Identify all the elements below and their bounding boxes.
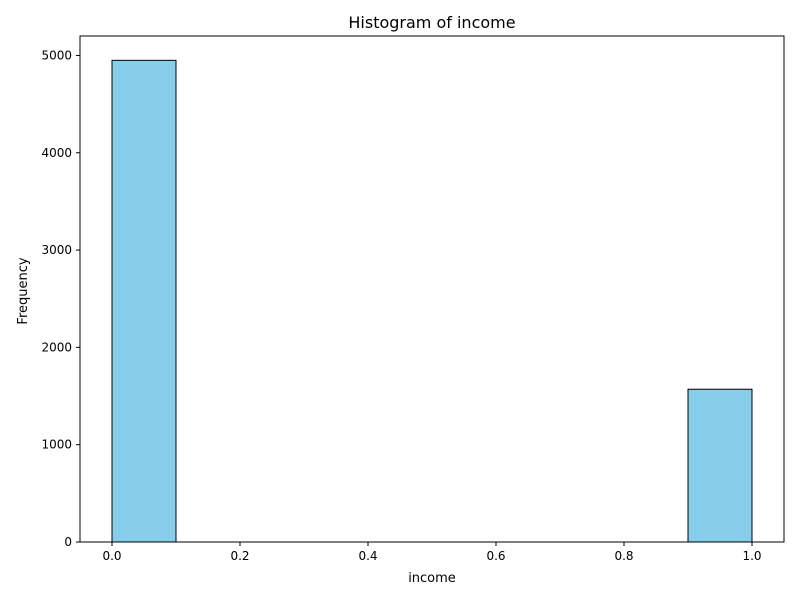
y-tick-label: 4000 <box>41 146 72 160</box>
plot-frame <box>79 35 785 543</box>
y-tick-label: 0 <box>64 535 72 549</box>
bars-layer <box>111 59 753 543</box>
y-tick-label: 2000 <box>41 340 72 354</box>
chart-title: Histogram of income <box>348 13 515 32</box>
x-tick-label: 1.0 <box>742 549 761 563</box>
x-tick-label: 0.6 <box>486 549 505 563</box>
y-tick-label: 3000 <box>41 243 72 257</box>
y-tick-label: 5000 <box>41 48 72 62</box>
histogram-bar <box>687 388 753 543</box>
y-tick-label: 1000 <box>41 438 72 452</box>
x-tick-label: 0.0 <box>102 549 121 563</box>
ticks-layer: 0.0 0.2 0.4 0.6 0.8 1.0 0 1000 2000 3000 4000 5000 <box>41 48 761 563</box>
histogram-bar <box>111 59 177 543</box>
x-axis-label: income <box>408 571 456 586</box>
x-tick-label: 0.2 <box>230 549 249 563</box>
x-tick-label: 0.4 <box>358 549 377 563</box>
y-axis-label: Frequency <box>16 257 31 324</box>
x-tick-label: 0.8 <box>614 549 633 563</box>
